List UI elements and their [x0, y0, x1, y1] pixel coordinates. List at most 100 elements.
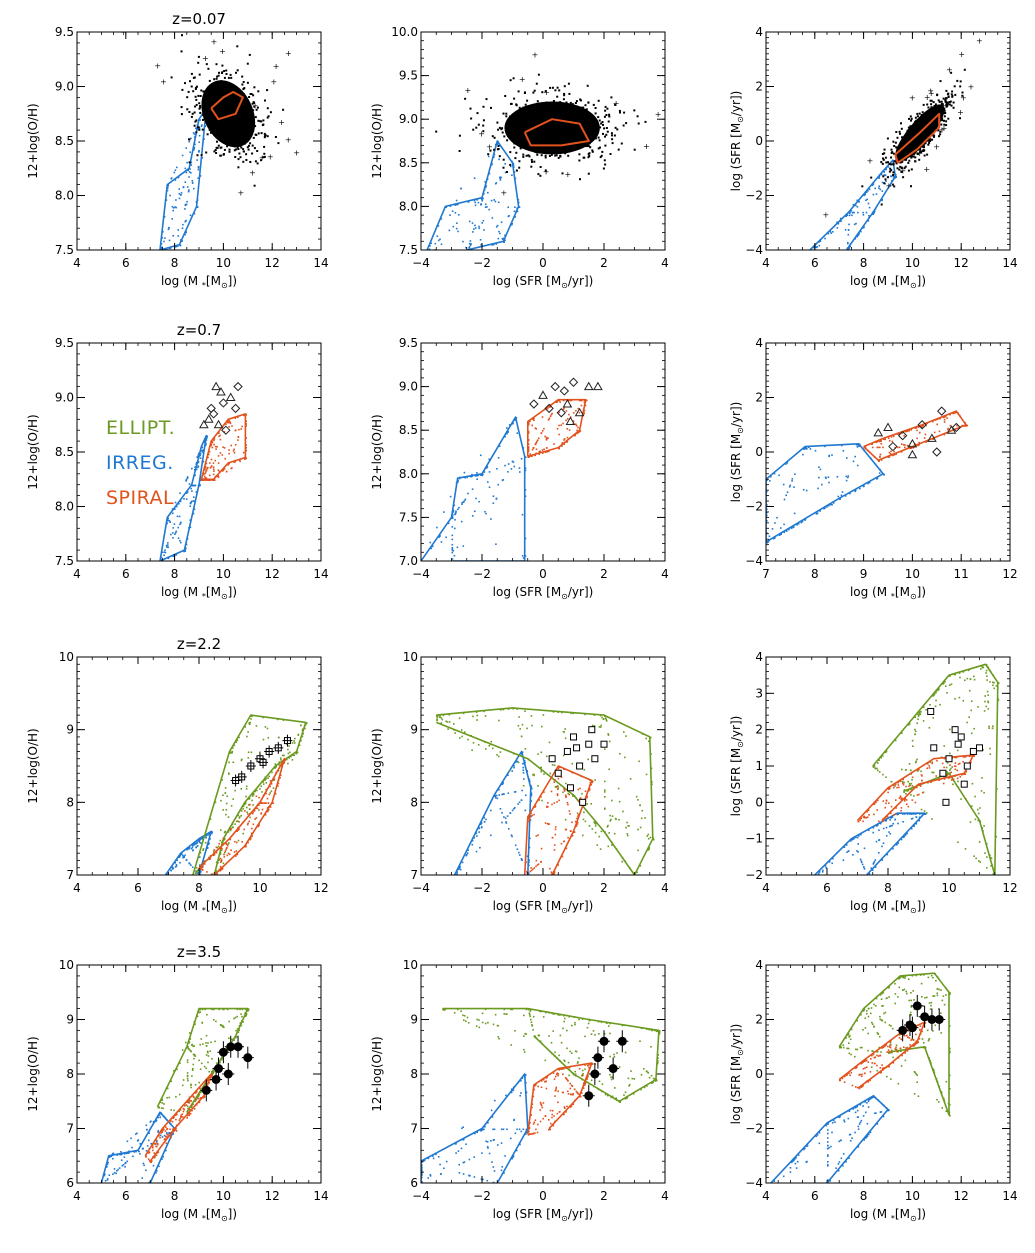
observed-point — [573, 744, 581, 752]
y-tick-label: −2 — [745, 500, 763, 514]
x-tick-label: 8 — [171, 1189, 179, 1203]
x-tick-label: 0 — [539, 1189, 547, 1203]
spiral-track — [523, 765, 593, 875]
x-tick-label: 12 — [1002, 881, 1017, 895]
x-tick-label: 4 — [762, 1189, 770, 1203]
x-axis-label-6: log (M *[M⊙]) — [161, 899, 237, 915]
irregular-points — [456, 751, 533, 875]
observed-point — [600, 740, 608, 748]
y-tick-label: 9 — [66, 1013, 74, 1027]
x-tick-label: 6 — [122, 1189, 130, 1203]
x-tick-label: 6 — [823, 881, 831, 895]
y-tick-label: −4 — [745, 243, 763, 257]
svg-text:+: + — [259, 154, 266, 163]
y-axis-label-2: log (SFR [M⊙/yr]) — [729, 91, 745, 192]
panel-2-0: 4 6 8 10 12 7 8 9 10 log (M *[M⊙]) 12+log(O/H) z=2.… — [26, 635, 329, 915]
legend-item-irreg: IRREG. — [106, 452, 174, 474]
svg-text:+: + — [209, 96, 216, 105]
y-tick-label: 9 — [410, 723, 418, 737]
elliptical-points — [436, 707, 655, 874]
y-tick-label: −4 — [745, 1176, 763, 1190]
elliptical-points — [872, 664, 1000, 875]
legend-item-spiral: SPIRAL — [106, 487, 174, 509]
observed-point — [548, 755, 556, 763]
y-tick-label: 7 — [410, 868, 418, 882]
y-tick-label: 9.5 — [399, 336, 418, 350]
x-tick-label: 14 — [313, 567, 328, 581]
irregular-points — [766, 443, 885, 544]
observed-point — [951, 726, 959, 734]
y-tick-label: 0 — [755, 1067, 763, 1081]
axes-frame — [420, 656, 666, 876]
y-tick-label: 7.5 — [55, 243, 74, 257]
observed-point — [538, 390, 548, 399]
y-tick-label: 4 — [755, 25, 763, 39]
svg-text:+: + — [655, 110, 662, 119]
observed-point — [570, 733, 577, 741]
svg-text:+: + — [486, 143, 493, 152]
spiral-points — [527, 1063, 594, 1136]
y-tick-label: −2 — [745, 1122, 763, 1136]
spiral-points — [145, 1074, 213, 1163]
observed-point — [591, 755, 599, 763]
y-tick-label: 9.0 — [399, 112, 418, 126]
elliptical-track — [192, 714, 307, 875]
observed-point — [529, 399, 539, 409]
svg-text:+: + — [941, 124, 948, 133]
x-tick-label: 6 — [134, 881, 142, 895]
observed-galaxies — [230, 734, 293, 787]
x-tick-label: 11 — [954, 567, 969, 581]
spiral-points — [201, 413, 247, 481]
svg-text:+: + — [237, 189, 244, 198]
svg-text:+: + — [957, 108, 964, 117]
y-axis-label-9: 12+log(O/H) — [26, 1036, 40, 1112]
y-tick-label: 8.0 — [399, 467, 418, 481]
observed-point — [583, 381, 594, 391]
panel-3-1: −4 −2 0 2 4 6 7 8 9 10 log (SFR [M⊙/yr]) 12+log(O/H… — [370, 958, 669, 1223]
irregular-track — [814, 812, 926, 875]
y-tick-label: 10.0 — [391, 25, 418, 39]
elliptical-track — [872, 663, 999, 875]
y-tick-label: 7.5 — [55, 554, 74, 568]
spiral-points — [839, 1022, 927, 1090]
svg-text:+: + — [565, 170, 572, 179]
irregular-points — [818, 813, 927, 875]
svg-text:+: + — [227, 13, 234, 22]
y-tick-label: 9.0 — [399, 380, 418, 394]
y-axis-label-4: 12+log(O/H) — [370, 414, 384, 490]
row-title: z=2.2 — [177, 635, 221, 653]
svg-text:+: + — [273, 62, 280, 71]
x-tick-label: 4 — [73, 256, 81, 270]
irregular-track — [421, 416, 526, 561]
y-tick-label: 9.5 — [55, 336, 74, 350]
y-tick-label: 9 — [410, 1013, 418, 1027]
y-tick-label: 8.5 — [399, 156, 418, 170]
observed-point — [585, 740, 593, 748]
svg-text:+: + — [543, 88, 550, 97]
plot-area — [770, 972, 951, 1183]
x-tick-label: −4 — [412, 256, 430, 270]
irregular-track — [809, 159, 897, 250]
y-tick-label: 9.5 — [55, 25, 74, 39]
observed-point — [927, 708, 935, 715]
x-tick-label: 14 — [1002, 1189, 1017, 1203]
panel-0-0: ++++++++++++++++++++++ 4 6 8 10 12 14 7.5 8.0 8.5… — [26, 10, 329, 290]
observed-point — [576, 762, 584, 770]
observed-point — [211, 381, 221, 391]
x-tick-label: 4 — [762, 256, 770, 270]
panel-1-1: −4 −2 0 2 4 7.0 7.5 8.0 8.5 9.0 9.5 log (SFR [M⊙/yr… — [370, 336, 669, 601]
x-axis-label-10: log (SFR [M⊙/yr]) — [493, 1207, 594, 1223]
panel-3-2: 4 6 8 10 12 14 −4 −2 0 2 4 log (M *[M⊙]) log (SFR [M… — [729, 958, 1018, 1223]
x-tick-label: 4 — [661, 881, 669, 895]
observed-point — [963, 762, 971, 770]
svg-text:+: + — [940, 102, 947, 111]
observed-point — [554, 769, 562, 777]
observed-point — [213, 419, 224, 429]
svg-text:+: + — [643, 142, 650, 151]
x-tick-label: 12 — [265, 567, 280, 581]
svg-text:+: + — [160, 78, 167, 87]
observed-point — [566, 784, 574, 792]
y-tick-label: −4 — [745, 554, 763, 568]
y-tick-label: 8 — [66, 795, 74, 809]
x-tick-label: 2 — [600, 1189, 608, 1203]
